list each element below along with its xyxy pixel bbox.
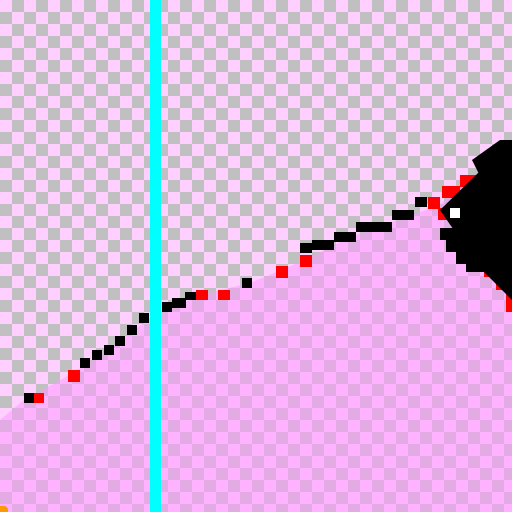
anchor-point <box>300 255 312 267</box>
anchor-point <box>34 393 44 403</box>
anchor-point <box>276 266 288 278</box>
anchor-point <box>506 290 512 312</box>
anchor-point <box>428 197 440 209</box>
anchor-point <box>218 290 230 300</box>
fill-region <box>0 185 512 512</box>
anchor-point <box>68 370 80 382</box>
corner-marker <box>0 506 8 512</box>
anchor-point <box>196 290 208 300</box>
arrow-cursor-icon <box>440 140 512 300</box>
vertical-guide-line[interactable] <box>150 0 161 512</box>
